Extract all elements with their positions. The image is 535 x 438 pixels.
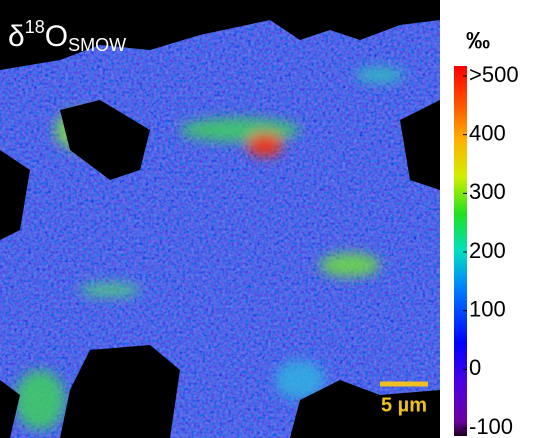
page: {"map": {"label": {"delta": "δ", "supers… [0,0,535,438]
colorbar-tick-label: 100 [469,296,506,321]
colorbar-tick-label: 300 [469,179,506,204]
isotope-map [0,0,440,438]
label-delta: δ [8,20,25,53]
colorbar-tick-label: 0 [469,355,481,380]
colorbar-tick-label: >500 [469,62,519,87]
colorbar-tick-label: -100 [469,414,513,438]
label-element: O [45,20,68,53]
scale-bar-label: 5 µm [381,394,427,416]
colorbar-tick-label: 200 [469,238,506,263]
colorbar [454,66,467,436]
label-subscript: SMOW [68,35,126,55]
figure: δ18OSMOW 5 µm ‰ >500 400 300 200 100 0 -100 [0,0,535,438]
colorbar-unit: ‰ [466,27,490,54]
colorbar-tick-label: 400 [469,120,506,145]
label-superscript: 18 [25,17,45,37]
